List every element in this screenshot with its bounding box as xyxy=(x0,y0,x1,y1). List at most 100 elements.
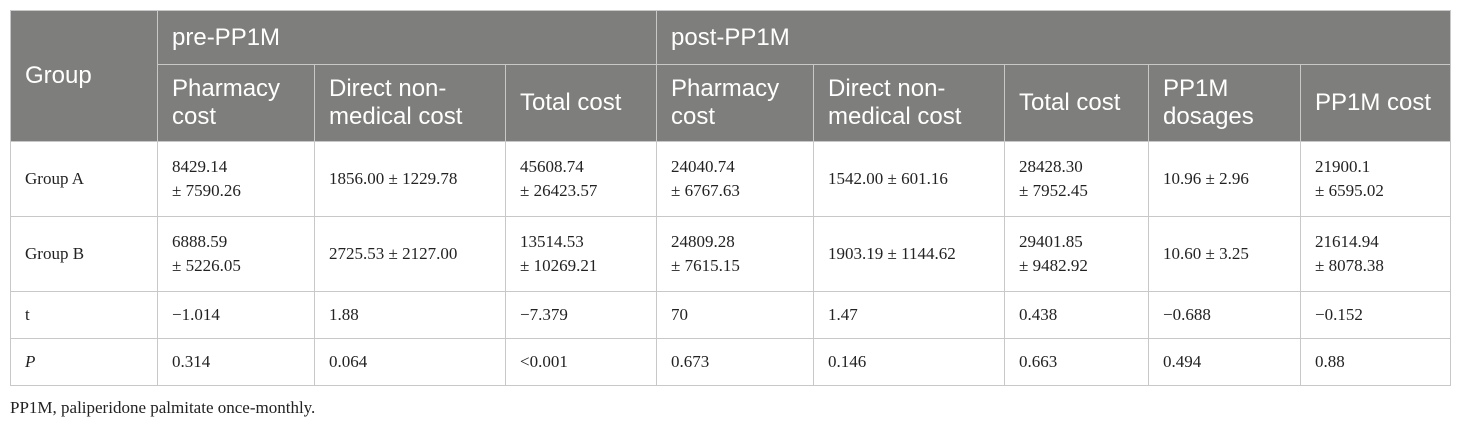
table-cell: 0.494 xyxy=(1148,338,1302,386)
row-label: P xyxy=(10,338,158,386)
cell-value: 29401.85 xyxy=(1019,232,1083,251)
cell-value: 0.494 xyxy=(1163,352,1202,371)
row-label-text: t xyxy=(25,305,30,324)
table-cell: 28428.30 ± 7952.45 xyxy=(1004,141,1150,217)
table-footnote: PP1M, paliperidone palmitate once-monthl… xyxy=(10,398,316,417)
cell-value: ± 6595.02 xyxy=(1315,181,1384,200)
table-cell: 10.60 ± 3.25 xyxy=(1148,216,1302,292)
table-cell: 1.47 xyxy=(813,291,1006,339)
table-cell: <0.001 xyxy=(504,338,658,386)
table-cell: 6888.59 ± 5226.05 xyxy=(157,216,315,292)
column-header: Direct non-medical cost xyxy=(813,64,1006,142)
cell-value: 6888.59 xyxy=(172,232,228,251)
row-label-text: Group A xyxy=(25,169,85,188)
row-label: Group A xyxy=(10,141,158,217)
cell-value: 0.673 xyxy=(671,352,710,371)
cell-value: 2725.53 ± 2127.00 xyxy=(329,244,458,263)
cell-value: ± 9482.92 xyxy=(1019,256,1088,275)
cell-value: 0.146 xyxy=(828,352,867,371)
cell-value: 1.88 xyxy=(329,305,359,324)
table-cell: 1.88 xyxy=(314,291,506,339)
cell-value: ± 7590.26 xyxy=(172,181,241,200)
cell-value: <0.001 xyxy=(520,352,568,371)
table-cell: 13514.53 ± 10269.21 xyxy=(504,216,658,292)
table-cell: 1903.19 ± 1144.62 xyxy=(813,216,1006,292)
cost-comparison-table: Group pre-PP1M post-PP1M Pharmacy cost D… xyxy=(10,10,1452,386)
cell-value: 1542.00 ± 601.16 xyxy=(828,169,948,188)
table-cell: −1.014 xyxy=(157,291,315,339)
cell-value: −0.152 xyxy=(1315,305,1363,324)
header-column-row: Pharmacy cost Direct non-medical cost To… xyxy=(11,64,1452,142)
table-cell: −0.688 xyxy=(1148,291,1302,339)
row-label-text: Group B xyxy=(25,244,85,263)
header-group-row: Group pre-PP1M post-PP1M xyxy=(10,10,1452,142)
table-cell: 0.064 xyxy=(314,338,506,386)
table-cell: −0.152 xyxy=(1300,291,1452,339)
table-cell: 2725.53 ± 2127.00 xyxy=(314,216,506,292)
cell-value: 10.96 ± 2.96 xyxy=(1163,169,1249,188)
table-cell: 0.314 xyxy=(157,338,315,386)
cell-value: 24809.28 xyxy=(671,232,735,251)
cell-value: 70 xyxy=(671,305,689,324)
cell-value: 0.88 xyxy=(1315,352,1345,371)
cell-value: −0.688 xyxy=(1163,305,1211,324)
cell-value: 8429.14 xyxy=(172,157,228,176)
cell-value: 28428.30 xyxy=(1019,157,1083,176)
cell-value: ± 7952.45 xyxy=(1019,181,1088,200)
cell-value: 1.47 xyxy=(828,305,858,324)
cell-value: 0.064 xyxy=(329,352,368,371)
row-label: t xyxy=(10,291,158,339)
column-header: Pharmacy cost xyxy=(656,64,815,142)
cell-value: 0.438 xyxy=(1019,305,1058,324)
table-cell: 1856.00 ± 1229.78 xyxy=(314,141,506,217)
cell-value: −7.379 xyxy=(520,305,568,324)
cell-value: 24040.74 xyxy=(671,157,735,176)
table-row: P 0.314 0.064 <0.001 0.673 0.146 0.663 0.494 0.8… xyxy=(10,338,1452,386)
cell-value: 45608.74 xyxy=(520,157,584,176)
cell-value: 1903.19 ± 1144.62 xyxy=(828,244,956,263)
table-cell: 21614.94 ± 8078.38 xyxy=(1300,216,1452,292)
row-label-text: P xyxy=(25,352,36,371)
column-header: PP1M cost xyxy=(1300,64,1452,142)
table-cell: 29401.85 ± 9482.92 xyxy=(1004,216,1150,292)
post-pp1m-header: post-PP1M xyxy=(656,10,1452,65)
column-header: Total cost xyxy=(1004,64,1150,142)
table-cell: 70 xyxy=(656,291,815,339)
cell-value: 1856.00 ± 1229.78 xyxy=(329,169,458,188)
cell-value: ± 8078.38 xyxy=(1315,256,1384,275)
table-cell: 0.146 xyxy=(813,338,1006,386)
cell-value: ± 7615.15 xyxy=(671,256,740,275)
table-cell: 45608.74 ± 26423.57 xyxy=(504,141,658,217)
cell-value: ± 10269.21 xyxy=(520,256,598,275)
cell-value: ± 26423.57 xyxy=(520,181,598,200)
table-cell: 24809.28 ± 7615.15 xyxy=(656,216,815,292)
table-cell: 10.96 ± 2.96 xyxy=(1148,141,1302,217)
cell-value: 21900.1 xyxy=(1315,157,1371,176)
table-row: Group A 8429.14 ± 7590.26 1856.00 ± 1229.78… xyxy=(10,141,1452,217)
table-cell: 0.88 xyxy=(1300,338,1452,386)
table-cell: 0.663 xyxy=(1004,338,1150,386)
table-cell: 1542.00 ± 601.16 xyxy=(813,141,1006,217)
table-cell: 21900.1 ± 6595.02 xyxy=(1300,141,1452,217)
table-cell: 24040.74 ± 6767.63 xyxy=(656,141,815,217)
table-cell: −7.379 xyxy=(504,291,658,339)
column-header: Direct non-medical cost xyxy=(314,64,506,142)
row-label: Group B xyxy=(10,216,158,292)
cell-value: 10.60 ± 3.25 xyxy=(1163,244,1249,263)
table-cell: 0.673 xyxy=(656,338,815,386)
table-cell: 0.438 xyxy=(1004,291,1150,339)
table-cell: 8429.14 ± 7590.26 xyxy=(157,141,315,217)
cell-value: 0.663 xyxy=(1019,352,1058,371)
column-header: Total cost xyxy=(504,64,658,142)
table-row: Group B 6888.59 ± 5226.05 2725.53 ± 2127.00… xyxy=(10,216,1452,292)
column-header: PP1M dosages xyxy=(1148,64,1302,142)
column-header: Pharmacy cost xyxy=(157,64,315,142)
cell-value: 13514.53 xyxy=(520,232,584,251)
cell-value: 21614.94 xyxy=(1315,232,1379,251)
cell-value: ± 6767.63 xyxy=(671,181,740,200)
cell-value: ± 5226.05 xyxy=(172,256,241,275)
pre-pp1m-header: pre-PP1M xyxy=(156,10,658,65)
table-body: Group A 8429.14 ± 7590.26 1856.00 ± 1229.78… xyxy=(10,141,1452,386)
cell-value: 0.314 xyxy=(172,352,211,371)
cell-value: −1.014 xyxy=(172,305,220,324)
